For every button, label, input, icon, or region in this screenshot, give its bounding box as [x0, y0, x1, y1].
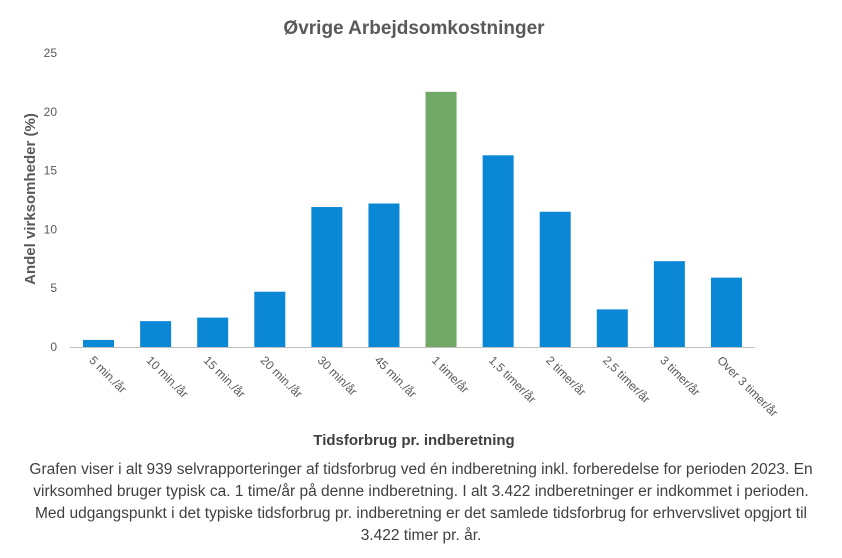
y-tick-label: 20: [44, 105, 58, 119]
bar: [710, 277, 742, 347]
x-tick-label: 10 min./år: [144, 353, 192, 401]
y-tick-label: 10: [44, 222, 58, 236]
x-tick-label: 2 timer/år: [543, 353, 589, 399]
x-tick-label: 45 min./år: [372, 353, 420, 401]
x-tick-label: 1 time/år: [429, 353, 472, 396]
bar: [596, 309, 628, 347]
bar: [425, 91, 457, 347]
bar: [254, 291, 286, 347]
bar: [653, 261, 685, 347]
chart-title: Øvrige Arbejdsomkostninger: [283, 18, 545, 39]
bar: [83, 339, 115, 347]
x-axis-ticks: 5 min./år 10 min./år 15 min./år 20 min./år 3…: [86, 353, 780, 419]
bar: [311, 207, 343, 347]
bar: [368, 203, 400, 347]
caption-text: Grafen viser i alt 939 selvrapporteringe…: [29, 461, 813, 544]
y-tick-label: 0: [50, 340, 57, 354]
y-tick-label: 5: [50, 281, 57, 295]
y-axis-label: Andel virksomheder (%): [22, 113, 39, 285]
x-tick-label: 1,5 timer/år: [486, 353, 539, 406]
bar: [140, 321, 172, 347]
x-tick-label: 20 min./år: [258, 353, 306, 401]
x-tick-label: Over 3 timer/år: [714, 353, 780, 419]
bars: [83, 91, 742, 347]
bar-chart: Øvrige Arbejdsomkostninger Andel virksom…: [22, 18, 781, 449]
x-axis-label: Tidsforbrug pr. indberetning: [313, 432, 514, 449]
x-tick-label: 30 min/år: [315, 353, 360, 398]
y-axis-ticks: 0 5 10 15 20 25: [44, 46, 58, 354]
bar: [482, 155, 514, 347]
x-tick-label: 2,5 timer/år: [600, 353, 653, 406]
y-tick-label: 25: [44, 46, 58, 60]
x-tick-label: 15 min./år: [201, 353, 249, 401]
x-tick-label: 5 min./år: [86, 353, 129, 396]
bar: [539, 211, 571, 347]
y-tick-label: 15: [44, 164, 58, 178]
bar: [197, 317, 229, 347]
x-tick-label: 3 timer/år: [657, 353, 703, 399]
